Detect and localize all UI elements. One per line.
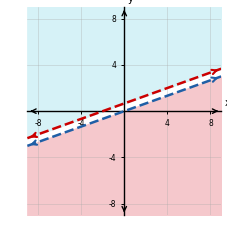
Text: y: y xyxy=(127,0,133,4)
Text: x: x xyxy=(223,98,227,108)
